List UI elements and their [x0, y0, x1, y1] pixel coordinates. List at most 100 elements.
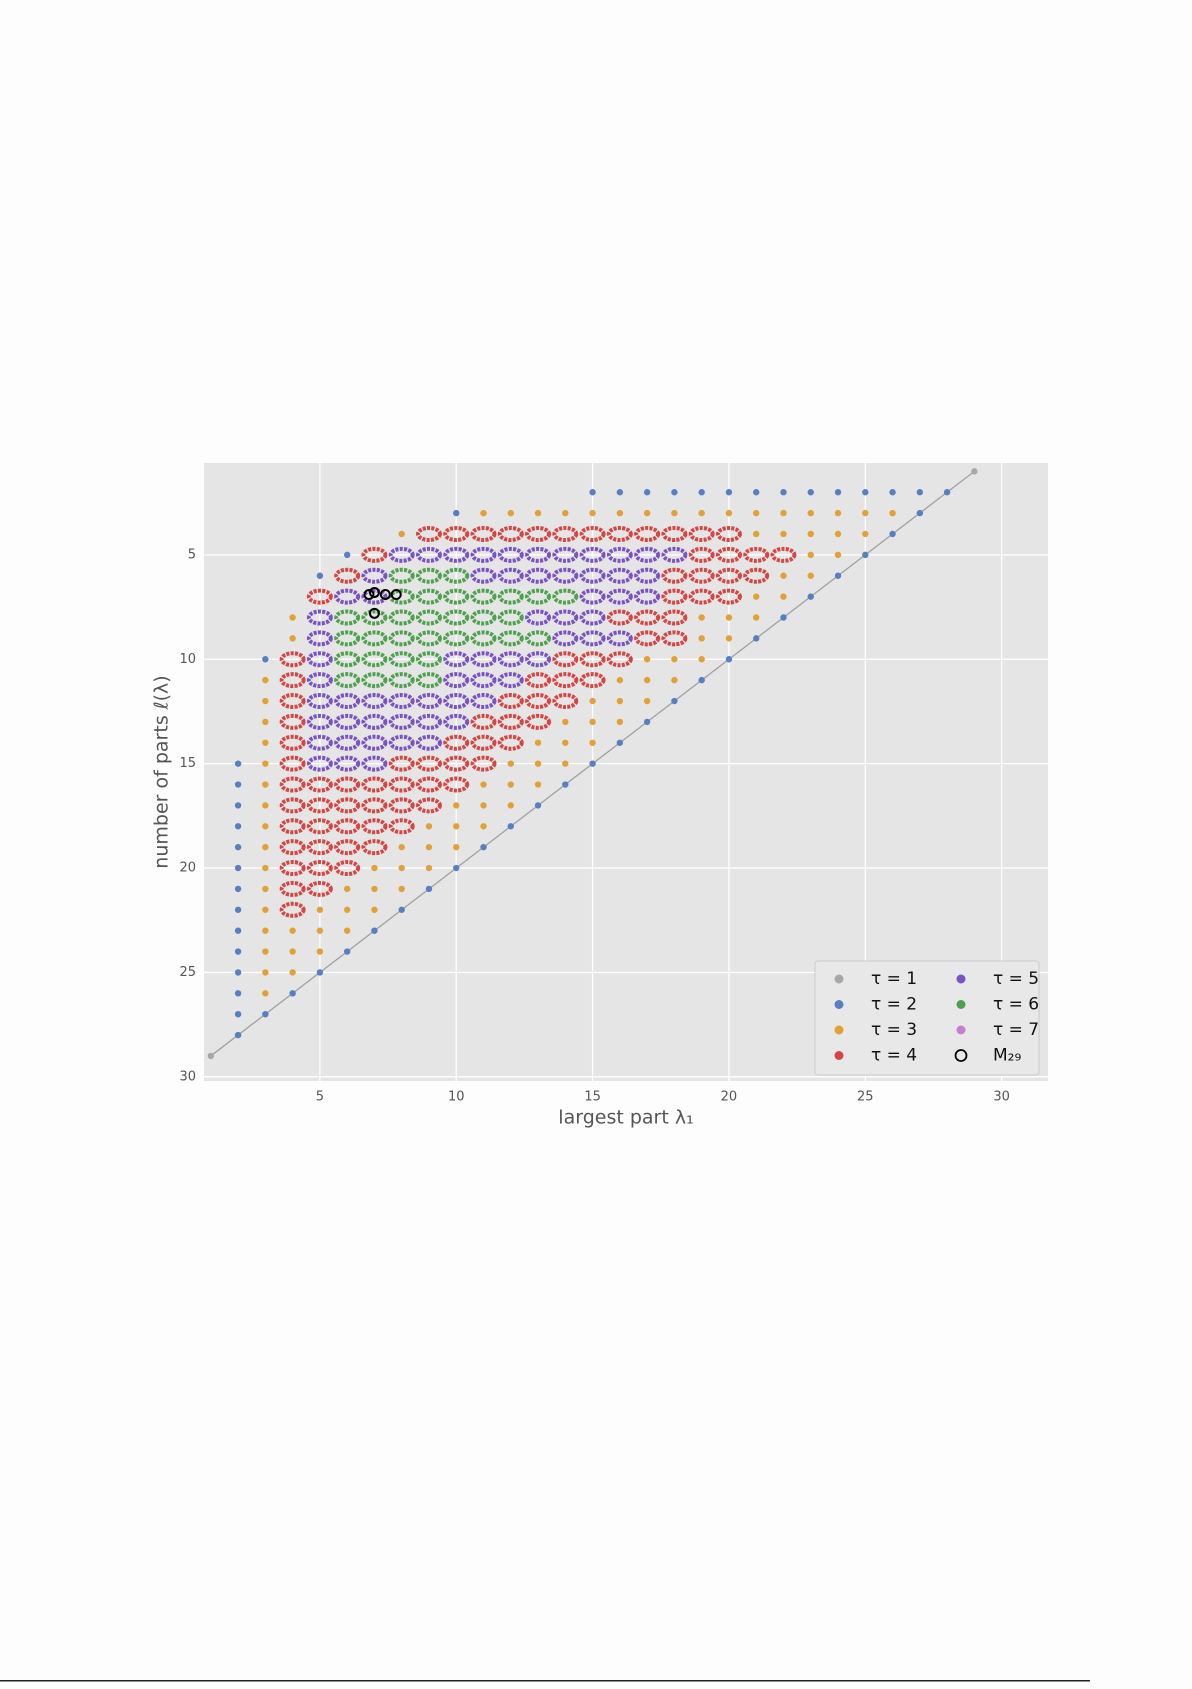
- legend-label: τ = 2: [871, 995, 917, 1015]
- point: [889, 489, 896, 496]
- point: [234, 1031, 242, 1039]
- ring-point: [743, 567, 770, 584]
- x-tick-label: 20: [721, 1090, 738, 1105]
- point: [616, 739, 624, 746]
- point: [343, 927, 351, 934]
- point: [343, 551, 351, 559]
- point: [234, 1010, 242, 1018]
- point: [780, 509, 787, 517]
- ring-point: [415, 693, 442, 710]
- ring-point: [334, 839, 361, 856]
- point: [398, 530, 405, 538]
- point: [289, 990, 296, 997]
- point: [262, 739, 269, 746]
- point: [753, 489, 760, 496]
- ring-point: [361, 776, 388, 793]
- point: [507, 760, 514, 767]
- point: [589, 509, 596, 517]
- legend-marker: [834, 1000, 844, 1009]
- ring-point: [279, 713, 306, 730]
- y-tick-label: 20: [179, 861, 196, 876]
- point: [234, 781, 242, 788]
- ring-point: [443, 651, 470, 668]
- point: [371, 885, 378, 893]
- ring-point: [279, 839, 306, 856]
- ring-point: [388, 672, 415, 689]
- point: [398, 864, 405, 872]
- point: [398, 843, 405, 851]
- point: [425, 864, 433, 872]
- point: [425, 885, 433, 893]
- point: [725, 635, 733, 642]
- ring-point: [361, 693, 388, 710]
- point: [725, 656, 733, 663]
- ring-point: [525, 546, 552, 563]
- point: [480, 802, 487, 809]
- ring-point: [443, 567, 470, 584]
- point: [316, 948, 324, 955]
- legend-label: τ = 5: [993, 969, 1039, 989]
- ring-point: [334, 734, 361, 751]
- ring-point: [525, 525, 552, 542]
- ring-point: [661, 525, 688, 542]
- ring-point: [743, 546, 770, 563]
- ring-point: [770, 546, 797, 563]
- ring-point: [415, 651, 442, 668]
- point: [589, 739, 596, 746]
- point: [807, 593, 814, 600]
- point: [453, 802, 460, 809]
- point: [671, 509, 678, 517]
- point: [753, 530, 760, 538]
- ring-point: [497, 651, 524, 668]
- ring-point: [361, 672, 388, 689]
- ring-point: [443, 734, 470, 751]
- ring-point: [279, 818, 306, 835]
- point: [698, 489, 705, 496]
- ring-point: [334, 693, 361, 710]
- point: [262, 697, 269, 705]
- ring-point: [279, 734, 306, 751]
- ring-point: [306, 672, 333, 689]
- point: [889, 509, 896, 517]
- point: [834, 489, 842, 496]
- point: [507, 781, 514, 788]
- ring-point: [497, 713, 524, 730]
- point: [343, 906, 351, 913]
- ring-point: [661, 630, 688, 647]
- point: [425, 823, 433, 830]
- point: [780, 530, 787, 538]
- ring-point: [470, 755, 497, 772]
- y-tick-label: 10: [179, 652, 196, 667]
- ring-point: [606, 588, 633, 605]
- ring-point: [552, 588, 579, 605]
- ring-point: [525, 588, 552, 605]
- ring-point: [470, 525, 497, 542]
- ring-point: [306, 776, 333, 793]
- x-tick-label: 15: [584, 1090, 601, 1105]
- ring-point: [279, 755, 306, 772]
- legend: τ = 1 τ = 2 τ = 3 τ = 4 τ = 5 τ = 6 τ = 7 M₂₉: [814, 960, 1040, 1076]
- ring-point: [579, 567, 606, 584]
- ring-point: [388, 797, 415, 814]
- point: [262, 802, 269, 809]
- point: [698, 635, 705, 642]
- point: [262, 885, 269, 893]
- ring-point: [334, 588, 361, 605]
- point: [834, 530, 842, 538]
- ring-point: [334, 818, 361, 835]
- point: [262, 948, 269, 955]
- ring-point: [606, 609, 633, 626]
- point: [262, 927, 269, 934]
- ring-point: [388, 567, 415, 584]
- point: [589, 760, 596, 767]
- point: [289, 969, 296, 976]
- point: [234, 864, 242, 872]
- ring-point: [715, 525, 742, 542]
- point: [480, 509, 487, 517]
- ring-point: [552, 630, 579, 647]
- point: [862, 551, 869, 559]
- ring-point: [443, 588, 470, 605]
- point: [234, 948, 242, 955]
- x-axis-label: largest part λ₁: [558, 1107, 693, 1129]
